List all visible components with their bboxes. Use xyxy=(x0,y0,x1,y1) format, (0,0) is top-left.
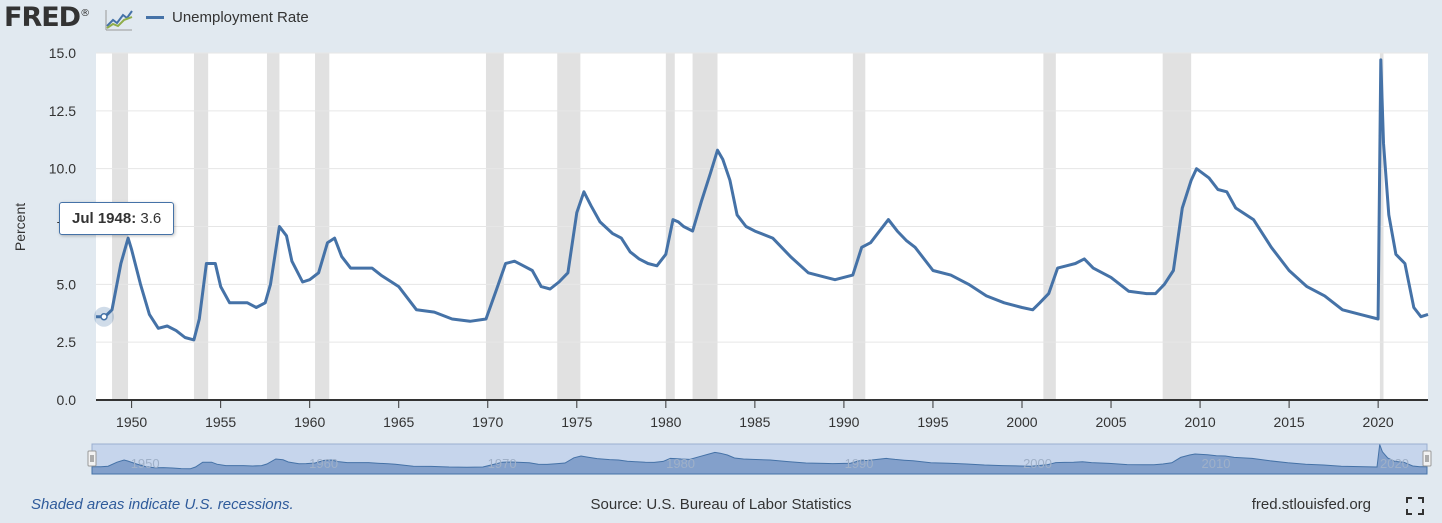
x-tick-label: 2000 xyxy=(1006,414,1037,430)
navigator-tick-label: 1950 xyxy=(131,456,160,471)
y-tick-label: 5.0 xyxy=(57,276,77,292)
navigator-tick-label: 1970 xyxy=(488,456,517,471)
navigator-tick-label: 2000 xyxy=(1023,456,1052,471)
x-tick-label: 1965 xyxy=(383,414,414,430)
x-tick-label: 2015 xyxy=(1274,414,1305,430)
navigator-tick-label: 1960 xyxy=(309,456,338,471)
navigator-tick-label: 2010 xyxy=(1202,456,1231,471)
y-tick-label: 0.0 xyxy=(57,392,77,408)
fred-logo-graph-icon xyxy=(105,10,133,31)
fred-logo-text: FRED xyxy=(4,2,81,33)
x-tick-label: 1955 xyxy=(205,414,236,430)
x-tick-label: 1985 xyxy=(739,414,770,430)
navigator-handle[interactable] xyxy=(87,450,97,467)
x-tick-label: 1975 xyxy=(561,414,592,430)
source-note: Source: U.S. Bureau of Labor Statistics xyxy=(590,496,852,513)
x-tick-label: 1990 xyxy=(828,414,859,430)
grid-lines xyxy=(96,52,1428,401)
x-tick-label: 1950 xyxy=(116,414,147,430)
navigator-handle[interactable] xyxy=(1422,450,1432,467)
registered-mark: ® xyxy=(80,8,90,19)
x-tick-label: 2010 xyxy=(1184,414,1215,430)
y-tick-label: 2.5 xyxy=(57,334,77,350)
y-tick-label: 10.0 xyxy=(49,161,76,177)
data-tooltip: Jul 1948: 3.6 xyxy=(59,202,175,235)
fullscreen-icon[interactable] xyxy=(1406,497,1424,515)
fred-logo[interactable]: FRED® xyxy=(4,2,90,33)
x-tick-label: 2020 xyxy=(1363,414,1394,430)
hover-marker xyxy=(100,312,108,321)
navigator-tick-label: 2020 xyxy=(1380,456,1409,471)
navigator-tick-label: 1980 xyxy=(666,456,695,471)
navigator-tick-label: 1990 xyxy=(845,456,874,471)
legend-series-swatch xyxy=(146,16,164,19)
tooltip-value: 3.6 xyxy=(140,210,162,227)
chart-legend[interactable]: Unemployment Rate xyxy=(146,9,309,26)
chart-header: FRED® Unemployment Rate xyxy=(0,0,1442,38)
x-tick-label: 1970 xyxy=(472,414,503,430)
x-tick-label: 1960 xyxy=(294,414,325,430)
x-tick-label: 1980 xyxy=(650,414,681,430)
navigator: 1950 1960 1970 1980 1990 2000 2010 2020 xyxy=(87,443,1432,475)
chart-area[interactable]: 0.02.55.07.510.012.515.0 195019551960196… xyxy=(0,38,1442,488)
site-link[interactable]: fred.stlouisfed.org xyxy=(1251,496,1371,513)
y-axis-label: Percent xyxy=(12,203,28,251)
x-tick-label: 1995 xyxy=(917,414,948,430)
tooltip-date: Jul 1948: xyxy=(72,210,137,227)
legend-series-label: Unemployment Rate xyxy=(172,9,309,26)
navigator-series xyxy=(91,444,1428,475)
x-tick-label: 2005 xyxy=(1095,414,1126,430)
y-tick-label: 12.5 xyxy=(49,103,76,119)
series-layer xyxy=(94,58,1429,342)
y-tick-label: 15.0 xyxy=(49,45,76,61)
unemployment-rate-line xyxy=(96,58,1429,342)
x-axis-ticks: 1950 1955 1960 1965 1970 1975 1980 1985 1990 1995… xyxy=(116,400,1394,430)
recession-note: Shaded areas indicate U.S. recessions. xyxy=(31,496,294,513)
